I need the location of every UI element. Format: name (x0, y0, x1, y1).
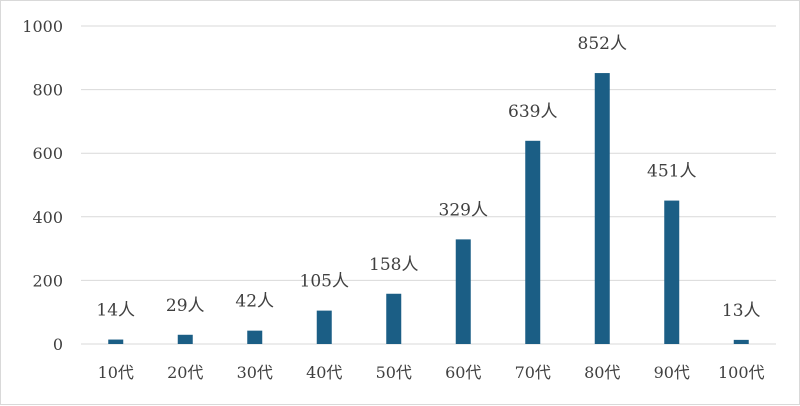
bar-10代 (108, 339, 124, 344)
bar-50代 (386, 293, 402, 344)
x-tick-label: 70代 (515, 363, 551, 382)
data-label: 29人 (166, 296, 205, 316)
x-tick-label: 30代 (237, 363, 273, 382)
bar-100代 (733, 339, 749, 344)
y-tick-label: 600 (32, 144, 63, 163)
x-tick-label: 20代 (167, 363, 203, 382)
x-tick-label: 90代 (654, 363, 690, 382)
bar-40代 (316, 310, 332, 344)
y-tick-label: 0 (53, 335, 63, 354)
y-tick-label: 1000 (22, 17, 63, 36)
bars (108, 73, 749, 345)
bar-70代 (525, 140, 541, 344)
x-axis: 10代 20代 30代 40代 50代 60代 70代 80代 90代 100代 (98, 363, 765, 382)
data-label: 13人 (722, 301, 761, 321)
data-labels: 14人 29人 42人 105人 158人 329人 639人 852人 451人 13人 (96, 34, 760, 321)
data-label: 329人 (439, 200, 488, 220)
x-tick-label: 50代 (376, 363, 412, 382)
data-label: 42人 (235, 292, 274, 312)
data-label: 451人 (647, 162, 696, 182)
y-axis: 0 200 400 600 800 1000 (22, 17, 63, 354)
x-tick-label: 10代 (98, 363, 134, 382)
data-label: 852人 (578, 34, 627, 54)
x-tick-label: 80代 (584, 363, 620, 382)
bar-90代 (664, 200, 680, 344)
data-label: 105人 (300, 272, 349, 292)
data-label: 14人 (96, 301, 135, 321)
bar-20代 (177, 334, 193, 344)
bar-80代 (594, 73, 610, 345)
x-tick-label: 100代 (718, 363, 765, 382)
y-tick-label: 400 (32, 208, 63, 227)
x-tick-label: 40代 (306, 363, 342, 382)
y-tick-label: 800 (32, 81, 63, 100)
data-label: 639人 (508, 102, 557, 122)
y-tick-label: 200 (32, 271, 63, 290)
x-tick-label: 60代 (445, 363, 481, 382)
bar-60代 (455, 239, 471, 344)
gridlines (81, 25, 776, 345)
bar-30代 (247, 330, 263, 344)
data-label: 158人 (369, 255, 418, 275)
